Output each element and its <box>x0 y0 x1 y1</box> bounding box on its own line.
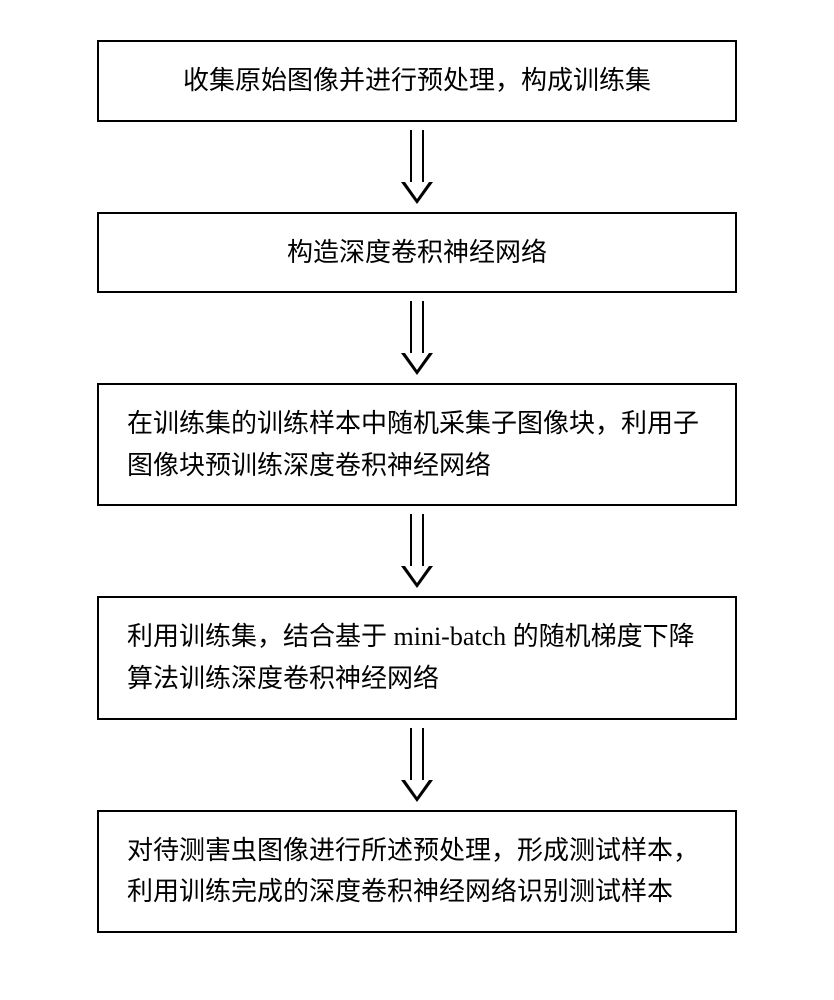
flow-node: 在训练集的训练样本中随机采集子图像块，利用子图像块预训练深度卷积神经网络 <box>97 383 737 506</box>
arrow-shaft <box>410 728 424 780</box>
flow-node: 构造深度卷积神经网络 <box>97 212 737 294</box>
flow-node: 利用训练集，结合基于 mini-batch 的随机梯度下降算法训练深度卷积神经网… <box>97 596 737 719</box>
arrow-shaft <box>410 514 424 566</box>
flow-node: 收集原始图像并进行预处理，构成训练集 <box>97 40 737 122</box>
arrow-head-icon <box>401 780 433 802</box>
arrow-shaft <box>410 301 424 353</box>
flow-node-text: 收集原始图像并进行预处理，构成训练集 <box>183 66 651 95</box>
flow-arrow <box>401 728 433 802</box>
flow-arrow <box>401 514 433 588</box>
flow-node: 对待测害虫图像进行所述预处理，形成测试样本，利用训练完成的深度卷积神经网络识别测… <box>97 810 737 933</box>
flow-node-text: 构造深度卷积神经网络 <box>287 238 547 267</box>
flow-node-text: 在训练集的训练样本中随机采集子图像块，利用子图像块预训练深度卷积神经网络 <box>127 409 699 480</box>
arrow-head-icon <box>401 566 433 588</box>
arrow-head-icon <box>401 182 433 204</box>
arrow-head-icon <box>401 353 433 375</box>
arrow-shaft <box>410 130 424 182</box>
flow-arrow <box>401 130 433 204</box>
flow-node-text: 利用训练集，结合基于 mini-batch 的随机梯度下降算法训练深度卷积神经网… <box>127 622 695 693</box>
flow-arrow <box>401 301 433 375</box>
flowchart-container: 收集原始图像并进行预处理，构成训练集 构造深度卷积神经网络 在训练集的训练样本中… <box>97 40 737 933</box>
flow-node-text: 对待测害虫图像进行所述预处理，形成测试样本，利用训练完成的深度卷积神经网络识别测… <box>127 836 699 907</box>
